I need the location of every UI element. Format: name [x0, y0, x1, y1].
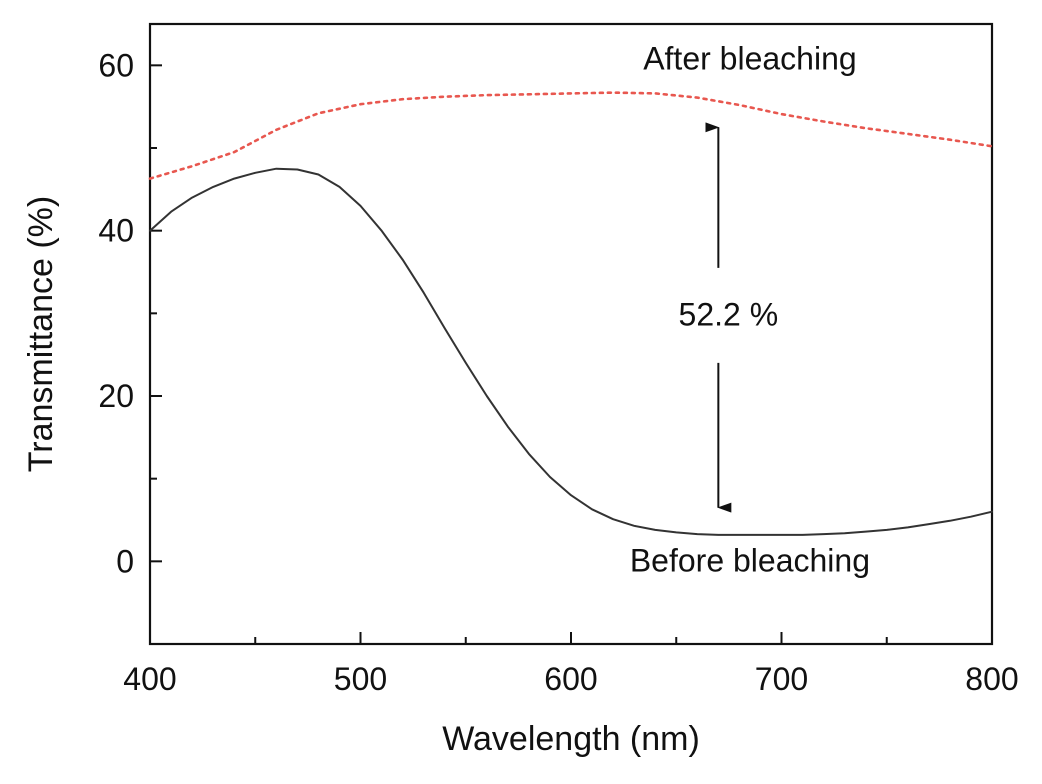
- before-bleaching-line: [149, 167, 993, 536]
- x-tick-label: 400: [123, 661, 176, 697]
- y-axis-title: Transmittance (%): [22, 196, 60, 472]
- y-axis-ticks: 0 20 40 60: [98, 47, 162, 645]
- x-tick-label: 800: [965, 661, 1018, 697]
- y-tick-label: 20: [98, 378, 134, 414]
- after-bleaching-line: [148, 91, 994, 180]
- difference-label: 52.2 %: [679, 297, 779, 333]
- series-layer: [148, 91, 994, 536]
- x-axis-ticks: 400 500 600 700 800: [123, 632, 1019, 697]
- after-bleaching-label: After bleaching: [643, 40, 856, 76]
- y-tick-label: 40: [98, 213, 134, 249]
- y-tick-label: 0: [116, 543, 134, 579]
- annotation-layer: After bleaching Before bleaching 52.2 %: [630, 40, 870, 578]
- y-tick-label: 60: [98, 47, 134, 83]
- x-axis-title: Wavelength (nm): [442, 720, 700, 758]
- before-bleaching-label: Before bleaching: [630, 542, 870, 578]
- x-tick-label: 700: [755, 661, 808, 697]
- x-tick-label: 600: [544, 661, 597, 697]
- x-tick-label: 500: [334, 661, 387, 697]
